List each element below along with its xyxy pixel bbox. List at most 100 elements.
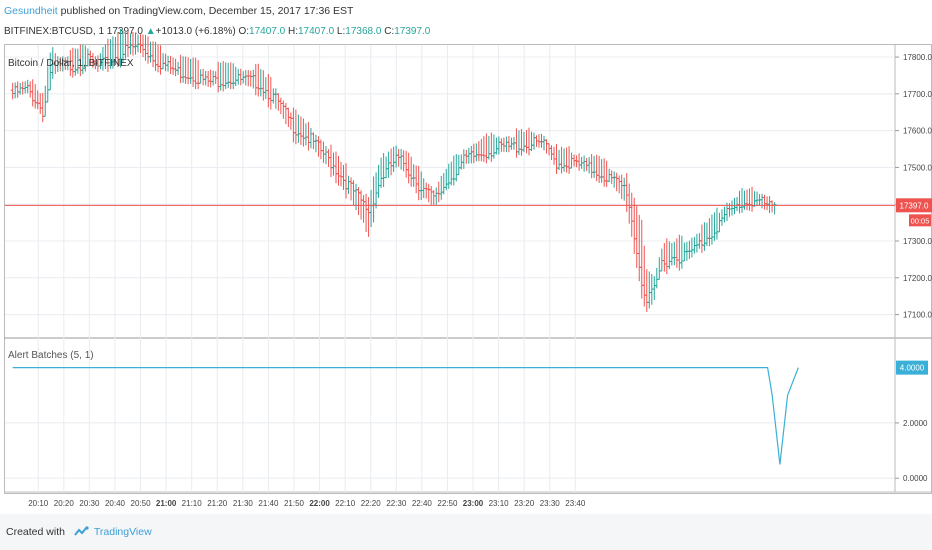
ohlc-bar xyxy=(223,62,228,90)
ohlc-bar xyxy=(414,165,419,194)
ohlc-bar xyxy=(479,138,484,162)
ohlc-bar xyxy=(253,63,258,96)
indicator-tick-label: 0.0000 xyxy=(903,474,928,483)
footer-bar: Created with TradingView xyxy=(0,514,932,550)
ohlc-bar xyxy=(729,200,734,216)
ohlc-bar xyxy=(379,157,384,188)
ohlc-bar xyxy=(339,161,344,187)
open-label: O: xyxy=(238,26,250,37)
ohlc-bar xyxy=(750,186,755,212)
price-tick-label: 17100.0 xyxy=(903,311,932,320)
ohlc-bar xyxy=(346,175,351,194)
ohlc-bar xyxy=(484,133,489,164)
ohlc-bar xyxy=(476,141,481,162)
ohlc-bar xyxy=(439,175,444,200)
ohlc-bar xyxy=(542,136,547,151)
ohlc-bar xyxy=(141,34,146,57)
ohlc-bar xyxy=(263,77,268,99)
ohlc-bar xyxy=(559,146,564,174)
ohlc-bar xyxy=(394,145,399,168)
ohlc-bar xyxy=(704,222,709,247)
countdown-label: 00:05 xyxy=(911,216,930,225)
ohlc-bar xyxy=(161,53,166,70)
ohlc-bar xyxy=(491,134,496,159)
ohlc-bar xyxy=(198,69,203,84)
ohlc-bar xyxy=(617,175,622,194)
ohlc-bar xyxy=(281,100,286,119)
ohlc-bar xyxy=(531,132,536,150)
ohlc-bar xyxy=(376,164,381,198)
ohlc-bar xyxy=(471,143,476,164)
high-value: 17407.0 xyxy=(297,26,335,37)
ohlc-bar xyxy=(251,69,256,89)
ohlc-bar xyxy=(399,148,404,170)
ohlc-bar xyxy=(449,161,454,186)
ohlc-bar xyxy=(243,70,248,86)
ohlc-bar xyxy=(524,130,529,154)
ohlc-bar xyxy=(176,61,181,75)
price-change: +1013.0 (+6.18%) xyxy=(155,26,236,37)
ohlc-bar xyxy=(547,143,552,156)
tradingview-link[interactable]: TradingView xyxy=(93,526,152,538)
ohlc-bar xyxy=(18,83,23,95)
ohlc-bar xyxy=(45,66,50,103)
indicator-pane-title: Alert Batches (5, 1) xyxy=(8,350,94,361)
ohlc-bar xyxy=(552,146,557,165)
ohlc-bar xyxy=(306,122,311,151)
countdown-badge xyxy=(909,214,931,227)
ohlc-bar xyxy=(196,60,201,90)
ohlc-bar xyxy=(699,224,704,253)
ohlc-bar xyxy=(125,31,130,57)
ohlc-bar xyxy=(181,56,186,83)
time-tick-label: 20:50 xyxy=(131,499,152,508)
time-tick-label: 21:30 xyxy=(233,499,254,508)
ohlc-bar xyxy=(577,153,582,171)
last-price: 17397.0 xyxy=(106,26,143,37)
ohlc-bar xyxy=(456,154,461,176)
ohlc-bar xyxy=(344,163,349,199)
indicator-pane[interactable] xyxy=(12,367,799,465)
time-tick-label: 21:10 xyxy=(182,499,203,508)
time-tick-label: 21:20 xyxy=(207,499,228,508)
time-tick-label: 20:20 xyxy=(54,499,75,508)
ohlc-bar xyxy=(667,241,672,270)
ohlc-bar xyxy=(760,193,765,209)
ohlc-bar xyxy=(589,153,594,179)
ohlc-bar xyxy=(657,257,662,280)
low-value: 17368.0 xyxy=(345,26,382,37)
ohlc-bar xyxy=(511,136,516,150)
ohlc-bar xyxy=(717,212,722,233)
ohlc-bar xyxy=(226,62,231,89)
price-tick-label: 17600.0 xyxy=(903,127,932,136)
ohlc-bar xyxy=(712,212,717,241)
ohlc-bar xyxy=(178,54,183,84)
ohlc-bar xyxy=(33,84,38,109)
ohlc-bar xyxy=(361,195,366,223)
axes: 20:10 20:20 20:30 20:40 20:50 21:00 21:10 21:20… xyxy=(28,53,932,508)
ohlc-bar xyxy=(331,152,336,176)
ohlc-bar xyxy=(10,82,15,100)
author-link[interactable]: Gesundheit xyxy=(4,5,58,17)
ohlc-bar xyxy=(221,61,226,92)
ohlc-bar xyxy=(266,73,271,108)
price-pane[interactable] xyxy=(5,28,895,312)
ohlc-bar xyxy=(514,128,519,158)
ohlc-bar xyxy=(702,222,707,251)
ohlc-bar xyxy=(43,85,48,117)
indicator-tick-label: 2.0000 xyxy=(903,419,928,428)
time-tick-label: 23:00 xyxy=(463,499,484,508)
ohlc-bar xyxy=(537,134,541,148)
ohlc-bar xyxy=(278,97,283,115)
price-tick-label: 17300.0 xyxy=(903,237,932,246)
ohlc-bar xyxy=(35,90,40,110)
ohlc-bar xyxy=(351,180,356,206)
ohlc-bar xyxy=(624,173,629,212)
ohlc-bar xyxy=(301,118,306,147)
symbol-label[interactable]: BITFINEX:BTCUSD, 1 xyxy=(4,26,105,37)
ohlc-bar xyxy=(529,131,534,152)
ohlc-bar xyxy=(567,146,572,174)
ohlc-bar xyxy=(291,107,296,143)
time-tick-label: 22:30 xyxy=(386,499,407,508)
ohlc-bar xyxy=(461,149,466,169)
